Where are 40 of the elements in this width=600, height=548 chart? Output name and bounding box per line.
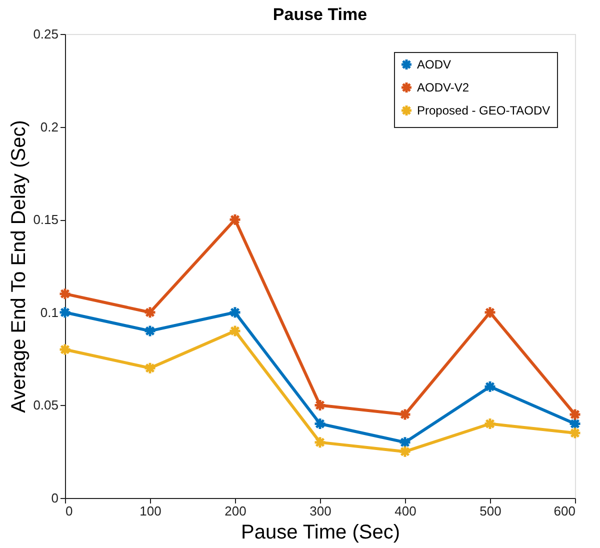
point	[484, 417, 496, 430]
x-tick-label: 100	[140, 504, 162, 518]
y-tick-label: 0.2	[40, 119, 58, 134]
point	[144, 306, 156, 319]
point	[398, 445, 412, 458]
y-tick-label: 0.1	[40, 304, 58, 320]
x-tick-label: 500	[480, 504, 502, 518]
point	[314, 398, 326, 412]
point	[314, 436, 326, 449]
point	[568, 408, 582, 421]
point	[58, 343, 72, 356]
point	[144, 362, 156, 375]
y-tick-label: 0	[51, 490, 58, 506]
point	[58, 287, 72, 300]
y-tick-label: 0.25	[33, 26, 58, 42]
point	[314, 417, 326, 430]
chart-title: Pause Time	[272, 5, 368, 24]
legend-label: AODV	[417, 58, 452, 72]
point	[144, 324, 156, 338]
point	[568, 417, 582, 430]
point	[228, 324, 242, 338]
legend-label: Proposed - GEO-TAODV	[417, 104, 550, 118]
x-axis-title: Pause Time (Sec)	[241, 522, 400, 544]
x-tick-label: 200	[224, 504, 246, 518]
point	[228, 213, 242, 226]
x-tick-label: 0	[66, 504, 73, 518]
point	[228, 306, 242, 319]
legend-label: AODV-V2	[417, 80, 470, 94]
point	[568, 426, 582, 440]
point	[484, 306, 496, 319]
point	[398, 408, 412, 421]
y-tick-label: 0.05	[33, 398, 58, 413]
x-tick-label: 400	[394, 504, 416, 518]
point	[398, 436, 412, 449]
y-axis-title: Average End To End Delay (Sec)	[8, 120, 30, 413]
point	[484, 380, 496, 394]
x-tick-label: 300	[310, 504, 332, 518]
point	[58, 306, 72, 319]
y-tick-label: 0.15	[33, 212, 58, 228]
x-tick-label: 600	[554, 504, 576, 518]
